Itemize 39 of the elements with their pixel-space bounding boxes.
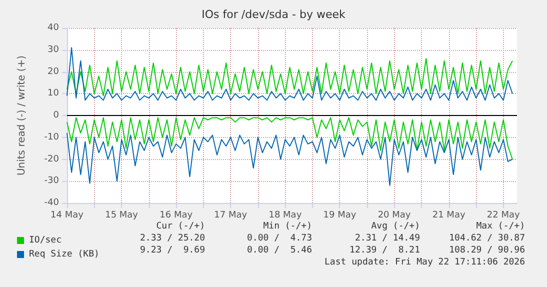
y-tick-label: -10 [44,132,60,142]
text: 9.23 / 9.69 [140,246,206,256]
y-tick-label: -30 [44,176,60,186]
line-series [66,58,513,96]
y-tick-label: 40 [48,23,60,33]
text: Max (-/+) [476,222,526,232]
line-series [66,117,513,160]
x-tick-label: 15 May [105,210,139,220]
text: 12.39 / 8.21 [350,246,420,256]
y-tick-label: 20 [48,66,60,77]
y-tick-label: -40 [44,198,60,208]
x-tick-label: 16 May [160,210,194,220]
x-tick-label: 21 May [432,210,466,220]
text: Cur (-/+) [156,222,206,232]
y-tick-label: -20 [44,154,60,164]
y-tick-label: 0 [53,110,60,120]
text: 0.00 / 5.46 [246,246,312,256]
text: 2.33 / 25.20 [140,234,206,244]
y-axis-title: Units read (-) / write (+) [16,55,28,176]
text: Last update: Fri May 22 17:11:06 2026 [324,258,525,268]
y-tick-label: 10 [48,88,60,99]
x-tick-label: 20 May [378,210,412,220]
x-tick-label: 18 May [268,210,302,220]
text: Avg (-/+) [371,222,420,232]
x-tick-label: 19 May [323,210,357,220]
line-series [66,132,513,186]
text: 0.00 / 4.73 [246,234,312,244]
x-tick-label: 14 May [50,210,84,220]
x-tick-label: 22 May [486,210,520,220]
x-tick-label: 17 May [214,210,248,220]
y-tick-label: 30 [48,44,60,55]
chart-title: IOs for /dev/sda - by week [202,8,346,21]
legend-label: Req Size (KB) [29,250,100,260]
legend-label: IO/sec [29,236,62,246]
text: Min (-/+) [263,222,312,232]
text: 104.62 / 30.87 [449,234,525,244]
text: 2.31 / 14.49 [354,234,420,244]
line-series [66,47,513,101]
text: 108.29 / 90.96 [449,246,525,256]
